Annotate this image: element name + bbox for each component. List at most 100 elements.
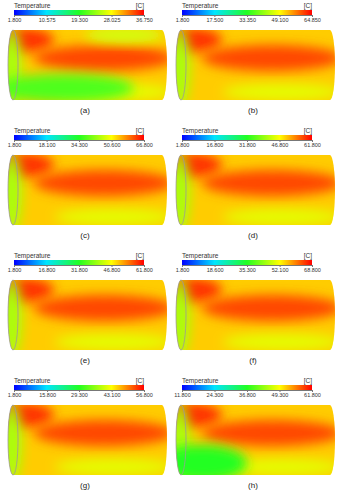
tick-label: 1.800 bbox=[8, 17, 22, 23]
tick: 52.100 bbox=[272, 265, 289, 273]
tick: 1.800 bbox=[176, 265, 190, 273]
field-region bbox=[202, 170, 337, 196]
colorbar bbox=[182, 10, 312, 15]
tick: 1.800 bbox=[8, 15, 22, 23]
field-region bbox=[34, 45, 174, 71]
tick: 31.800 bbox=[239, 140, 256, 148]
panel: Temperature [C] 1.800 17.500 33.350 49.100 64.… bbox=[162, 2, 337, 115]
tick-label: 1.800 bbox=[8, 142, 22, 148]
colorbar-axis: 1.80010.57519.30028.02536.750 bbox=[8, 15, 153, 23]
field-region bbox=[34, 295, 174, 321]
tick-label: 1.800 bbox=[176, 267, 190, 273]
field-region bbox=[162, 278, 222, 302]
panel-title: (h) bbox=[248, 481, 258, 490]
field-region bbox=[0, 28, 54, 52]
tick-label: 33.350 bbox=[239, 17, 256, 23]
field-region bbox=[54, 209, 174, 225]
colorbar-label: Temperature bbox=[14, 377, 51, 385]
tick: 61.800 bbox=[304, 140, 321, 148]
field-region bbox=[0, 74, 134, 102]
colorbar-axis: 11.80024.30036.80049.30061.800 bbox=[174, 390, 321, 398]
tick: 16.800 bbox=[207, 140, 224, 148]
tick: 49.100 bbox=[272, 15, 289, 23]
panel: Temperature[C]11.80024.30036.80049.30061… bbox=[157, 377, 337, 490]
tick-label: 64.850 bbox=[304, 17, 321, 23]
field-region bbox=[222, 334, 337, 350]
tick-label: 1.800 bbox=[176, 17, 190, 23]
colorbar-label: Temperature bbox=[182, 127, 219, 135]
tick: 64.850 bbox=[304, 15, 321, 23]
tick-label: 52.100 bbox=[272, 267, 289, 273]
field-region bbox=[202, 45, 337, 71]
field-region bbox=[157, 445, 247, 481]
field-region bbox=[2, 278, 22, 358]
tick: 1.800 bbox=[8, 265, 22, 273]
field-region bbox=[222, 84, 337, 100]
panel: Temperature[C]1.80016.80031.80046.80061.… bbox=[0, 252, 174, 365]
colorbar bbox=[14, 385, 144, 390]
tick-label: 1.800 bbox=[8, 392, 22, 398]
panel-title: (a) bbox=[80, 106, 90, 115]
temperature-field bbox=[0, 27, 174, 108]
tick: 29.300 bbox=[71, 390, 88, 398]
tick-label: 11.800 bbox=[174, 392, 190, 398]
colorbar-unit: [C] bbox=[136, 2, 145, 10]
tick: 31.800 bbox=[71, 265, 88, 273]
field-region bbox=[0, 153, 54, 177]
colorbar bbox=[14, 260, 144, 265]
tick-label: 1.800 bbox=[8, 267, 22, 273]
colorbar bbox=[14, 135, 144, 140]
colorbar-label: Temperature bbox=[182, 2, 219, 10]
colorbar-unit: [C] bbox=[136, 377, 145, 385]
panel: Temperature[C]1.80016.80031.80046.80061.… bbox=[162, 127, 337, 240]
tick-label: 61.800 bbox=[304, 142, 321, 148]
temperature-field bbox=[0, 153, 174, 233]
tick-label: 10.575 bbox=[39, 17, 56, 23]
cylinder-end bbox=[176, 280, 186, 350]
panel: Temperature[C]1.80015.80029.30043.10056.… bbox=[0, 377, 174, 490]
panel-title: (f) bbox=[249, 356, 257, 365]
figure: Temperature[C]1.80010.57519.30028.02536.… bbox=[0, 0, 337, 500]
colorbar-unit: [C] bbox=[304, 2, 313, 10]
tick: 1.800 bbox=[176, 15, 190, 23]
tick: 17.500 bbox=[206, 15, 223, 23]
tick: 61.800 bbox=[136, 265, 153, 273]
temperature-field bbox=[162, 153, 337, 233]
tick-label: 66.800 bbox=[136, 142, 153, 148]
tick: 24.300 bbox=[207, 390, 224, 398]
tick: 50.600 bbox=[104, 140, 121, 148]
tick: 56.800 bbox=[136, 390, 153, 398]
tick-label: 31.800 bbox=[71, 267, 88, 273]
temperature-field bbox=[162, 278, 337, 358]
tick-label: 36.750 bbox=[136, 17, 153, 23]
cylinder-end bbox=[176, 405, 186, 475]
tick: 11.800 bbox=[174, 390, 190, 398]
tick: 1.800 bbox=[8, 390, 22, 398]
colorbar-label: Temperature bbox=[14, 2, 51, 10]
field-region bbox=[54, 334, 174, 350]
colorbar-axis: 1.800 17.500 33.350 49.100 64.850 bbox=[176, 15, 321, 23]
field-region bbox=[0, 278, 54, 302]
tick: 10.575 bbox=[39, 15, 56, 23]
tick-label: 36.800 bbox=[239, 392, 256, 398]
panel: Temperature[C]1.80010.57519.30028.02536.… bbox=[0, 2, 174, 115]
colorbar-axis: 1.80018.60035.30052.10068.800 bbox=[176, 265, 321, 273]
tick-label: 24.300 bbox=[207, 392, 224, 398]
colorbar-unit: [C] bbox=[304, 252, 313, 260]
colorbar bbox=[14, 10, 144, 15]
field-region bbox=[34, 170, 174, 196]
tick: 34.300 bbox=[71, 140, 88, 148]
colorbar-label: Temperature bbox=[182, 252, 219, 260]
colorbar-unit: [C] bbox=[136, 252, 145, 260]
tick-label: 61.800 bbox=[136, 267, 153, 273]
tick-label: 46.800 bbox=[104, 267, 121, 273]
tick-label: 50.600 bbox=[104, 142, 121, 148]
tick: 61.800 bbox=[304, 390, 321, 398]
colorbar-axis: 1.80016.80031.80046.80061.800 bbox=[176, 140, 321, 148]
tick-label: 15.800 bbox=[39, 392, 56, 398]
field-region bbox=[34, 420, 174, 446]
field-region bbox=[84, 27, 164, 43]
panel-title: (d) bbox=[248, 231, 258, 240]
field-region bbox=[2, 153, 22, 233]
tick: 1.800 bbox=[8, 140, 22, 148]
